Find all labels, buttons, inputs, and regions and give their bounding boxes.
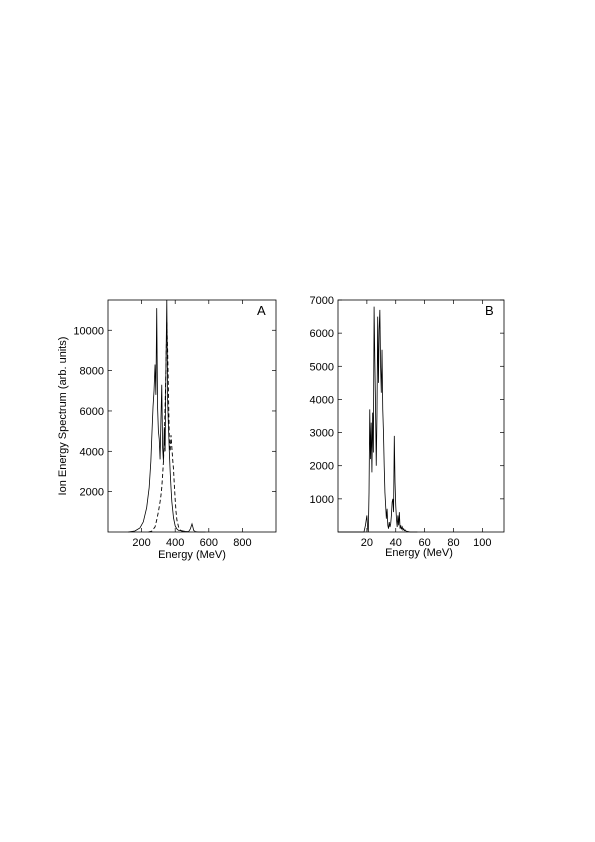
panel-a-y-tick-label: 6000 <box>80 406 104 418</box>
panel-b: 20 40 60 80 1001000200030004000500060007000 … <box>310 295 505 559</box>
panel-b-x-tick-label: 60 <box>418 537 430 549</box>
panel-b-y-tick-label: 3000 <box>310 428 334 440</box>
panel-b-y-tick-label: 5000 <box>310 361 334 373</box>
panel-b-series-solid-line <box>338 306 418 533</box>
panel-b-y-tick-label: 4000 <box>310 394 334 406</box>
panel-a-x-tick-label: 600 <box>200 537 218 549</box>
panel-a-y-tick-label: 4000 <box>80 446 104 458</box>
panel-b-ticks: 20 40 60 80 100 1000 2000 3000 4000 5000 6000 7000 <box>310 295 504 549</box>
panel-a-series-solid-line <box>128 299 206 533</box>
panel-a-series-dashed-line <box>148 322 186 533</box>
panel-a-frame <box>107 299 277 533</box>
panel-b-y-tick-label: 1000 <box>310 494 334 506</box>
panel-a-letter: A <box>257 303 266 318</box>
panel-b-frame <box>337 299 505 533</box>
panel-a-y-axis-title: Ion Energy Spectrum (arb. units) <box>57 337 69 496</box>
panel-b-series <box>338 306 418 533</box>
panel-a: 200 400 600 800 2000 4000 6000 8000 10000 A Ener… <box>57 299 277 561</box>
panel-a-x-tick-label: 800 <box>233 537 251 549</box>
panel-a-x-axis-title: Energy (MeV) <box>158 549 226 561</box>
panel-b-y-tick-label: 2000 <box>310 461 334 473</box>
panel-a-x-tick-label: 200 <box>132 537 150 549</box>
panel-a-y-tick-label: 10000 <box>73 325 104 337</box>
panel-b-y-tick-label: 7000 <box>310 295 334 307</box>
panel-b-letter: B <box>485 303 494 318</box>
panel-a-ticks: 200 400 600 800 2000 4000 6000 8000 10000 <box>73 300 276 549</box>
panel-a-y-tick-label: 8000 <box>80 366 104 378</box>
panel-b-x-tick-label: 20 <box>361 537 373 549</box>
panel-b-x-tick-label: 100 <box>473 537 491 549</box>
panel-a-series <box>128 299 206 533</box>
panel-b-x-tick-label: 80 <box>447 537 459 549</box>
panel-b-x-axis-title: Energy (MeV) <box>385 547 453 559</box>
panel-a-y-tick-label: 2000 <box>80 487 104 499</box>
panel-a-x-tick-label: 400 <box>166 537 184 549</box>
panel-b-y-tick-label: 6000 <box>310 328 334 340</box>
panel-b-x-tick-label: 40 <box>390 537 402 549</box>
